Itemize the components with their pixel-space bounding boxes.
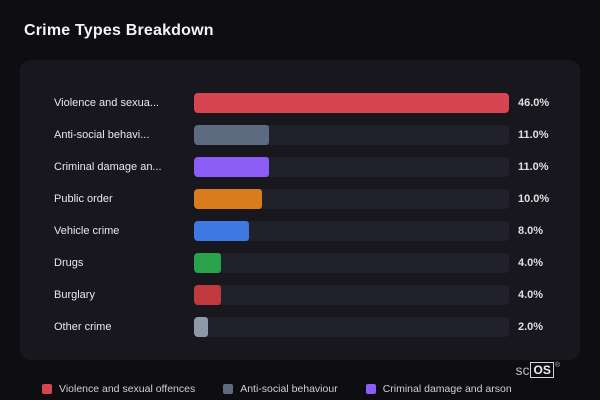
value-label: 8.0%	[518, 225, 544, 237]
value-label: 11.0%	[518, 161, 549, 173]
category-label: Drugs	[54, 257, 84, 269]
legend-label: Criminal damage and arson	[382, 383, 512, 395]
legend-swatch-icon	[223, 384, 234, 394]
brand-text-sc: sc	[515, 362, 530, 378]
bar-fill[interactable]	[194, 285, 222, 305]
bar-row: Violence and sexua... 46.0%	[54, 93, 564, 113]
category-label: Anti-social behavi...	[54, 129, 150, 141]
bar-fill[interactable]	[194, 221, 249, 241]
bar-fill[interactable]	[194, 189, 263, 209]
value-label: 11.0%	[518, 129, 549, 141]
bar-track	[194, 317, 509, 337]
scos-logo: sc OS ®	[515, 362, 560, 378]
value-label: 4.0%	[518, 257, 544, 269]
legend-label: Violence and sexual offences	[59, 383, 196, 395]
legend-swatch-icon	[365, 384, 376, 394]
bar-track	[194, 221, 509, 241]
category-label: Other crime	[54, 321, 112, 333]
bar-row: Other crime 2.0%	[54, 317, 564, 337]
category-label: Vehicle crime	[54, 225, 120, 237]
value-label: 46.0%	[518, 97, 550, 109]
bar-fill[interactable]	[194, 253, 222, 273]
chart-card: Violence and sexua... 46.0% Anti-social be…	[20, 60, 580, 360]
bar-track	[194, 253, 509, 273]
bar-track	[194, 93, 509, 113]
category-label: Violence and sexua...	[54, 97, 159, 109]
legend-item[interactable]: Violence and sexual offences	[42, 383, 195, 395]
category-label: Burglary	[54, 289, 95, 301]
bar-fill[interactable]	[194, 317, 208, 337]
bar-row: Drugs 4.0%	[54, 253, 564, 273]
chart-legend: Violence and sexual offences Anti-social …	[42, 383, 512, 395]
bar-chart: Violence and sexua... 46.0% Anti-social be…	[54, 93, 564, 349]
bar-row: Public order 10.0%	[54, 189, 564, 209]
bar-fill[interactable]	[194, 93, 509, 113]
bar-row: Vehicle crime 8.0%	[54, 221, 564, 241]
brand-text-os: OS	[530, 362, 554, 378]
value-label: 10.0%	[518, 193, 550, 205]
bar-track	[194, 157, 509, 177]
bar-track	[194, 125, 509, 145]
bar-track	[194, 189, 509, 209]
bar-fill[interactable]	[194, 125, 270, 145]
category-label: Public order	[54, 193, 113, 205]
registered-trademark-icon: ®	[554, 362, 560, 369]
legend-swatch-icon	[42, 384, 52, 394]
value-label: 4.0%	[518, 289, 544, 301]
legend-item[interactable]: Criminal damage and arson	[365, 383, 512, 395]
page-title: Crime Types Breakdown	[24, 22, 214, 39]
bar-fill[interactable]	[194, 157, 270, 177]
legend-item[interactable]: Anti-social behaviour	[223, 383, 338, 395]
category-label: Criminal damage an...	[54, 161, 162, 173]
bar-row: Burglary 4.0%	[54, 285, 564, 305]
bar-track	[194, 285, 509, 305]
legend-label: Anti-social behaviour	[240, 383, 338, 395]
bar-row: Anti-social behavi... 11.0%	[54, 125, 564, 145]
value-label: 2.0%	[518, 321, 544, 333]
bar-row: Criminal damage an... 11.0%	[54, 157, 564, 177]
